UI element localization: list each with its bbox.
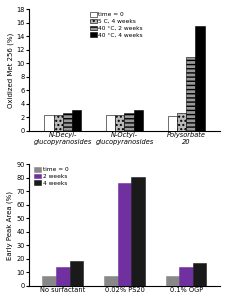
Bar — [166, 276, 179, 286]
Bar — [134, 110, 143, 131]
Bar — [186, 57, 195, 131]
Legend: time = 0, 2 weeks, 4 weeks: time = 0, 2 weeks, 4 weeks — [34, 166, 69, 187]
Bar — [195, 26, 205, 131]
Bar — [168, 116, 177, 131]
Bar — [115, 115, 124, 131]
Bar — [177, 112, 186, 131]
Bar — [131, 176, 145, 286]
Bar — [42, 276, 56, 286]
Bar — [72, 110, 81, 131]
Bar — [44, 115, 54, 131]
Y-axis label: Oxidized Met 256 (%): Oxidized Met 256 (%) — [7, 32, 14, 108]
Bar — [118, 183, 131, 286]
Bar — [56, 268, 70, 286]
Y-axis label: Early Peak Area (%): Early Peak Area (%) — [7, 190, 13, 260]
Legend: time = 0, 5 C, 4 weeks, 40 °C, 2 weeks, 40 °C, 4 weeks: time = 0, 5 C, 4 weeks, 40 °C, 2 weeks, … — [89, 11, 144, 38]
Bar — [70, 261, 83, 286]
Bar — [179, 268, 193, 286]
Bar — [193, 263, 207, 286]
Bar — [54, 115, 63, 131]
Bar — [106, 115, 115, 131]
Bar — [124, 113, 134, 131]
Bar — [63, 113, 72, 131]
Bar — [104, 276, 118, 286]
